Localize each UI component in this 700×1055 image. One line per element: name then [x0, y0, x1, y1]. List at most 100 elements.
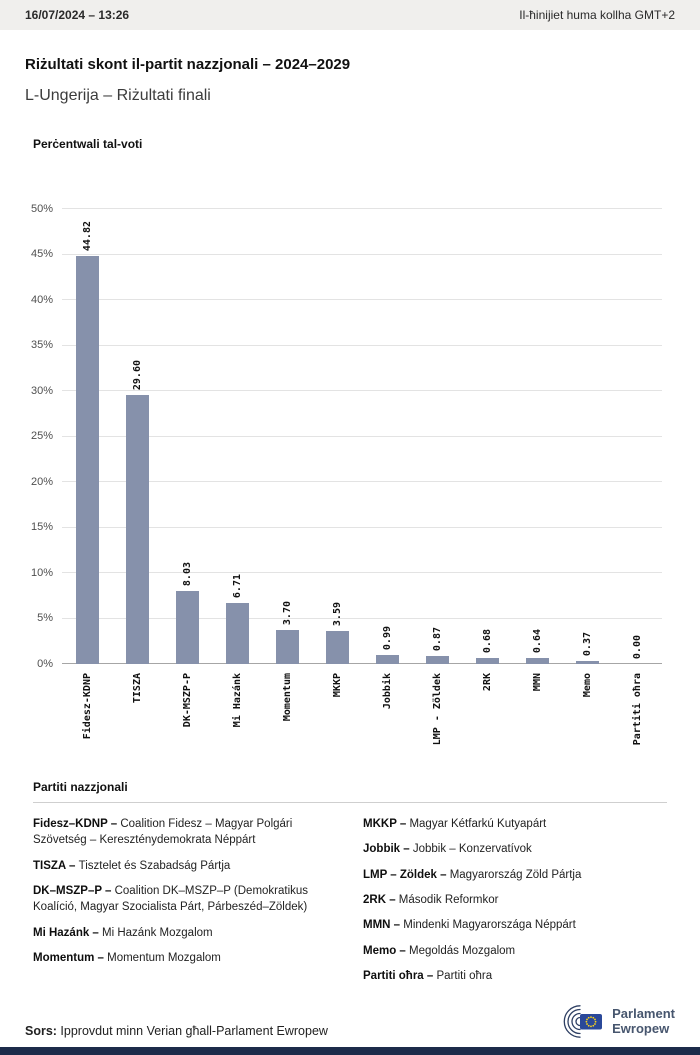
legend-item: TISZA – Tisztelet és Szabadság Pártja: [33, 859, 231, 872]
x-label-column: MKKP: [312, 664, 362, 768]
x-label-column: Memo: [562, 664, 612, 768]
bar-column: 0.64: [512, 209, 562, 664]
x-axis-category-label: Memo: [581, 673, 593, 698]
y-axis-tick-label: 0%: [37, 657, 53, 670]
x-label-column: Partiti oħra: [612, 664, 662, 768]
x-label-column: MMN: [512, 664, 562, 768]
gridline: 30%: [31, 385, 662, 397]
y-axis-tick-label: 15%: [30, 521, 53, 533]
bar-value-label: 3.70: [281, 601, 293, 626]
bar-column: 0.99: [362, 209, 412, 664]
gridline: 35%: [31, 339, 662, 351]
timezone-note: Il-ħinijiet huma kollha GMT+2: [519, 8, 675, 22]
legend-item: Momentum – Momentum Mozgalom: [33, 951, 221, 964]
legend-column-left: Fidesz–KDNP – Coalition Fidesz – Magyar …: [33, 816, 337, 993]
y-axis-tick-label: 20%: [30, 475, 53, 488]
x-label-column: LMP - Zöldek: [412, 664, 462, 768]
bar-column: 0.87: [412, 209, 462, 664]
page-subtitle: L-Ungerija – Riżultati finali: [25, 87, 211, 104]
source-note: Sors: Ipprovdut minn Verian għall-Parlam…: [25, 1024, 328, 1040]
legend-item: DK–MSZP–P – Coalition DK–MSZP–P (Demokra…: [33, 884, 309, 914]
gridline: 40%: [31, 294, 662, 306]
x-label-column: TISZA: [112, 664, 162, 768]
x-axis-category-label: MKKP: [331, 673, 343, 698]
chart-bars: 44.82 29.60 8.03 6.71 3.70 3.59 0.99 0.87 0.68 0.…: [62, 209, 662, 664]
legend-item: Partiti oħra – Partiti oħra: [363, 969, 493, 982]
bar-value-label: 6.71: [231, 573, 243, 598]
source-label: Sors:: [25, 1024, 57, 1038]
chart-x-labels: Fidesz-KDNP TISZA DK-MSZP-P Mi Hazánk Moment…: [62, 664, 662, 768]
x-axis-category-label: Momentum: [281, 673, 293, 722]
hemicycle-flag-icon: [543, 1004, 605, 1040]
y-axis-tick-label: 40%: [30, 293, 53, 306]
bar[interactable]: [425, 656, 449, 664]
legend-heading: Partiti nazzjonali: [33, 780, 128, 794]
gridline: 0%: [37, 658, 662, 670]
y-axis-tick-label: 45%: [30, 248, 53, 260]
legend-column-right: MKKP – Magyar Kétfarkú Kutyapárt Jobbik –…: [363, 816, 667, 993]
legend-item: MMN – Mindenki Magyarországa Néppárt: [363, 919, 576, 932]
gridline: 15%: [31, 521, 662, 533]
bar-value-label: 44.82: [81, 221, 93, 252]
bottom-accent-bar: [0, 1047, 700, 1055]
bar[interactable]: [225, 602, 249, 664]
logo-wordmark-line2: Ewropew: [612, 1021, 670, 1036]
y-axis-tick-label: 35%: [30, 339, 53, 351]
bar-column: 0.37: [562, 209, 612, 664]
x-label-column: DK-MSZP-P: [162, 664, 212, 768]
x-axis-category-label: LMP - Zöldek: [431, 673, 443, 746]
gridline: 10%: [31, 567, 662, 579]
y-axis-tick-label: 30%: [30, 384, 53, 397]
legend-item: Fidesz–KDNP – Coalition Fidesz – Magyar …: [33, 818, 293, 847]
bar-column: 3.70: [262, 209, 312, 664]
bar[interactable]: [375, 655, 399, 664]
bar[interactable]: [175, 590, 199, 664]
page-footer: Sors: Ipprovdut minn Verian għall-Parlam…: [0, 1004, 700, 1040]
bar-column: 44.82: [62, 209, 112, 664]
source-text: Ipprovdut minn Verian għall-Parlament Ew…: [56, 1024, 328, 1038]
bar-value-label: 29.60: [131, 359, 143, 390]
bar-column: 8.03: [162, 209, 212, 664]
bar-value-label: 0.68: [481, 628, 493, 653]
y-axis-tick-label: 50%: [30, 202, 53, 215]
gridline: 50%: [31, 203, 662, 215]
gridline: 5%: [37, 612, 662, 624]
results-bar-chart: 0% 5% 10% 15% 20% 25% 30% 35% 40% 45% 50% 44.82 29.…: [0, 203, 700, 768]
bar[interactable]: [575, 660, 599, 664]
european-parliament-logo[interactable]: Parlament Ewropew: [543, 1004, 675, 1040]
x-axis-category-label: Fidesz-KDNP: [81, 673, 93, 740]
x-label-column: Momentum: [262, 664, 312, 768]
legend-item: 2RK – Második Reformkor: [363, 893, 499, 906]
bar[interactable]: [475, 657, 499, 664]
gridline: 25%: [31, 430, 662, 442]
legend-item: Jobbik – Jobbik – Konzervatívok: [363, 843, 532, 856]
bar[interactable]: [275, 630, 299, 664]
bar-column: 29.60: [112, 209, 162, 664]
bar[interactable]: [75, 256, 99, 664]
bar-column: 3.59: [312, 209, 362, 664]
report-datetime: 16/07/2024 – 13:26: [25, 8, 130, 22]
legend-item: LMP – Zöldek – Magyarország Zöld Pártja: [363, 868, 582, 881]
x-label-column: Fidesz-KDNP: [62, 664, 112, 768]
legend-item: Mi Hazánk – Mi Hazánk Mozgalom: [33, 926, 213, 939]
bar-column: 0.00: [612, 209, 662, 664]
logo-wordmark-line1: Parlament: [612, 1006, 675, 1022]
x-label-column: Mi Hazánk: [212, 664, 262, 768]
meta-bar: 16/07/2024 – 13:26 Il-ħinijiet huma koll…: [0, 0, 700, 30]
bar-value-label: 3.59: [331, 602, 343, 627]
logo-wordmark: Parlament Ewropew: [612, 1007, 675, 1036]
legend-divider: [33, 802, 667, 803]
bar-value-label: 8.03: [181, 561, 193, 586]
bar-value-label: 0.64: [531, 629, 543, 654]
x-axis-category-label: Mi Hazánk: [231, 673, 243, 728]
x-label-column: 2RK: [462, 664, 512, 768]
y-axis-tick-label: 5%: [37, 612, 53, 624]
bar[interactable]: [525, 658, 549, 664]
bar[interactable]: [125, 394, 149, 664]
x-label-column: Jobbik: [362, 664, 412, 768]
legend-item: Memo – Megoldás Mozgalom: [363, 944, 516, 957]
x-axis-category-label: Jobbik: [381, 673, 393, 710]
chart-plot: 0% 5% 10% 15% 20% 25% 30% 35% 40% 45% 50% 44.82 29.…: [31, 203, 662, 670]
bar[interactable]: [325, 631, 349, 664]
